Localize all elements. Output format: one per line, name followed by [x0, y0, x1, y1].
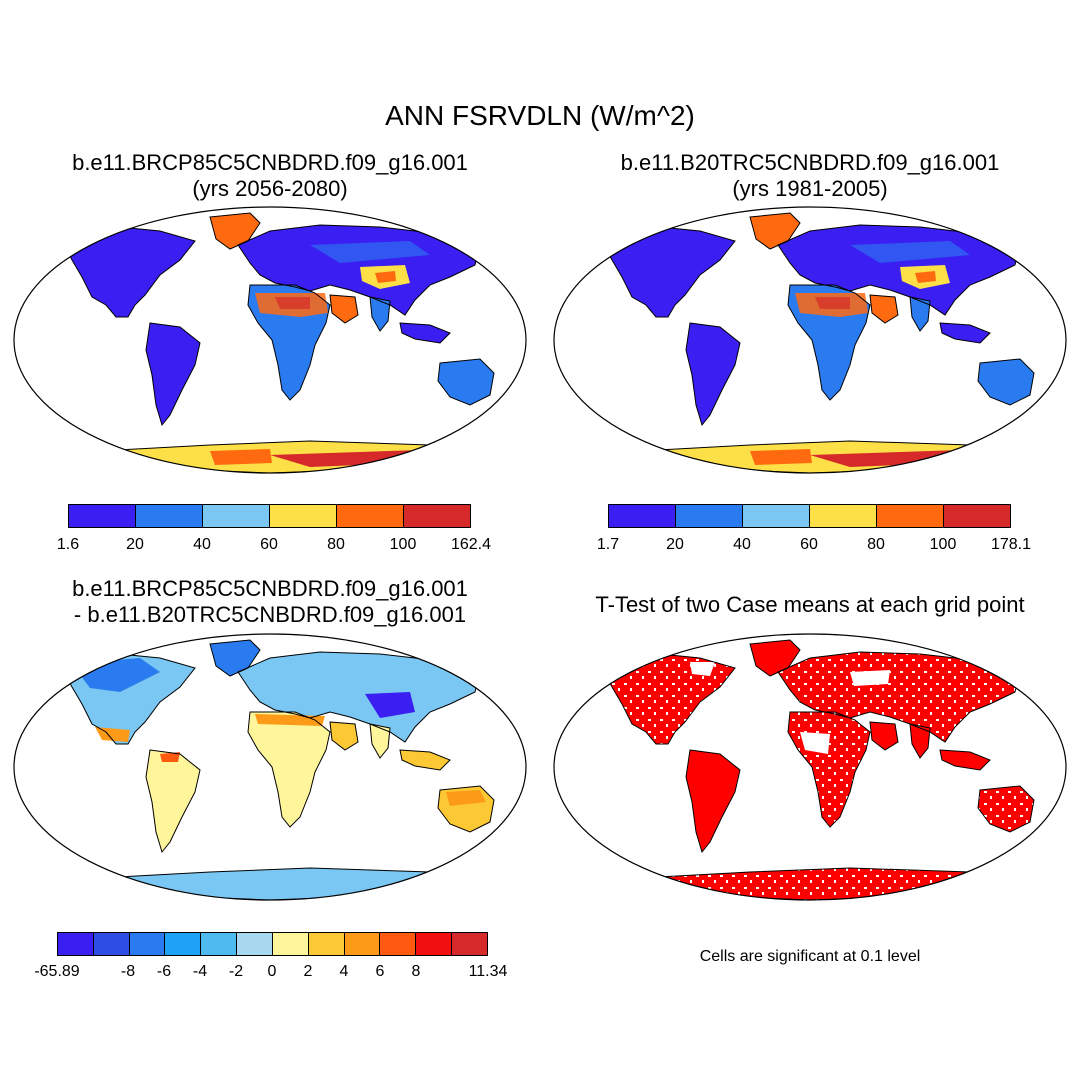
- panel-1-title: b.e11.BRCP85C5CNBDRD.f09_g16.001 (yrs 20…: [10, 150, 530, 202]
- colorbar-tick: -65.89: [34, 963, 80, 980]
- colorbar-swatch: [337, 505, 404, 527]
- colorbar-difference: [57, 932, 488, 956]
- colorbar-tick: 1.7: [596, 536, 620, 553]
- colorbar-swatch: [877, 505, 944, 527]
- colorbar-tick: 0: [267, 963, 277, 980]
- colorbar-swatch: [452, 933, 487, 955]
- colorbar-swatch: [810, 505, 877, 527]
- colorbar-tick: 100: [389, 536, 417, 553]
- colorbar-swatch: [237, 933, 273, 955]
- colorbar-swatch: [404, 505, 470, 527]
- colorbar-swatch: [944, 505, 1010, 527]
- colorbar-swatch: [344, 933, 381, 955]
- colorbar-swatch: [69, 505, 136, 527]
- map-future: [13, 206, 527, 474]
- colorbar-tick: 162.4: [450, 536, 492, 553]
- colorbar-tick: 8: [411, 963, 421, 980]
- colorbar-swatch: [380, 933, 417, 955]
- colorbar-tick: 20: [126, 536, 144, 553]
- colorbar-tick: 40: [733, 536, 751, 553]
- panel-3-title: b.e11.BRCP85C5CNBDRD.f09_g16.001 - b.e11…: [10, 576, 530, 628]
- panel-2-title-line2: (yrs 1981-2005): [732, 176, 888, 201]
- colorbar-swatch: [308, 933, 345, 955]
- colorbar-tick: 178.1: [990, 536, 1032, 553]
- colorbar-swatch: [129, 933, 166, 955]
- colorbar-tick: 60: [800, 536, 818, 553]
- colorbar-tick: 4: [339, 963, 349, 980]
- panel-1-title-line1: b.e11.BRCP85C5CNBDRD.f09_g16.001: [72, 150, 468, 175]
- colorbar-swatch: [270, 505, 337, 527]
- panel-4-title: T-Test of two Case means at each grid po…: [595, 592, 1025, 617]
- colorbar-tick: 20: [666, 536, 684, 553]
- colorbar-tick: 80: [327, 536, 345, 553]
- panel-2-title: b.e11.B20TRC5CNBDRD.f09_g16.001 (yrs 198…: [550, 150, 1070, 202]
- colorbar-tick: -4: [192, 963, 208, 980]
- colorbar-tick: -8: [120, 963, 136, 980]
- colorbar-tick: 2: [303, 963, 313, 980]
- colorbar-swatch: [272, 933, 309, 955]
- colorbar-tick: 1.6: [56, 536, 80, 553]
- significance-note: Cells are significant at 0.1 level: [699, 948, 921, 965]
- colorbar-swatch: [676, 505, 743, 527]
- colorbar-historical: [608, 504, 1011, 528]
- colorbar-future: [68, 504, 471, 528]
- colorbar-tick: 60: [260, 536, 278, 553]
- colorbar-tick: 11.34: [468, 963, 508, 980]
- colorbar-swatch: [416, 933, 453, 955]
- panel-3-title-line2: - b.e11.B20TRC5CNBDRD.f09_g16.001: [73, 602, 467, 627]
- colorbar-swatch: [609, 505, 676, 527]
- colorbar-tick: 80: [867, 536, 885, 553]
- panel-2-title-line1: b.e11.B20TRC5CNBDRD.f09_g16.001: [620, 150, 1000, 175]
- colorbar-swatch: [201, 933, 238, 955]
- colorbar-tick: 100: [929, 536, 957, 553]
- panel-1-title-line2: (yrs 2056-2080): [192, 176, 348, 201]
- colorbar-swatch: [743, 505, 810, 527]
- colorbar-tick: 6: [375, 963, 385, 980]
- colorbar-tick: 40: [193, 536, 211, 553]
- map-ttest: [553, 633, 1067, 901]
- colorbar-swatch: [93, 933, 130, 955]
- colorbar-swatch: [203, 505, 270, 527]
- colorbar-tick: -6: [156, 963, 172, 980]
- colorbar-swatch: [165, 933, 202, 955]
- figure-title: ANN FSRVDLN (W/m^2): [385, 100, 695, 131]
- map-difference: [13, 633, 527, 901]
- colorbar-swatch: [58, 933, 94, 955]
- panel-3-title-line1: b.e11.BRCP85C5CNBDRD.f09_g16.001: [72, 576, 468, 601]
- colorbar-tick: -2: [228, 963, 244, 980]
- colorbar-swatch: [136, 505, 203, 527]
- map-historical: [553, 206, 1067, 474]
